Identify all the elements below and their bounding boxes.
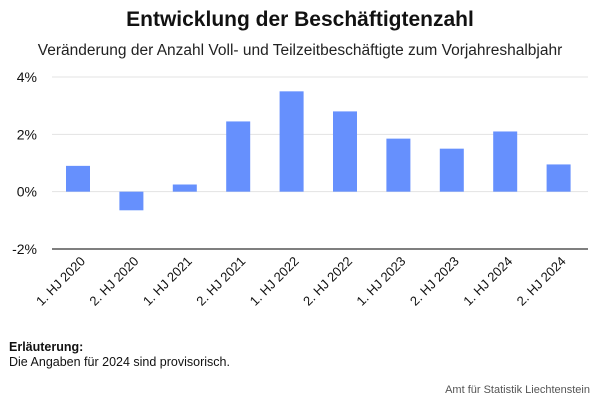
bar (493, 131, 518, 192)
x-tick-label: 2. HJ 2022 (300, 254, 355, 309)
y-tick-label: -2% (12, 241, 37, 257)
bar (279, 91, 304, 192)
bar (172, 184, 197, 192)
x-tick-label: 1. HJ 2024 (460, 254, 515, 309)
x-tick-label: 2. HJ 2024 (514, 254, 569, 309)
source-label: Amt für Statistik Liechtenstein (445, 384, 590, 396)
bar (226, 121, 251, 192)
y-tick-label: 0% (17, 184, 37, 200)
x-tick-label: 2. HJ 2020 (86, 254, 141, 309)
bar (386, 138, 411, 192)
bar (119, 191, 144, 211)
chart-subtitle: Veränderung der Anzahl Voll- und Teilzei… (37, 42, 563, 59)
x-tick-label: 2. HJ 2023 (407, 254, 462, 309)
note-heading: Erläuterung: (9, 340, 84, 354)
x-tick-label: 2. HJ 2021 (193, 254, 248, 309)
x-tick-label: 1. HJ 2021 (140, 254, 195, 309)
chart-title: Entwicklung der Beschäftigtenzahl (126, 8, 474, 31)
note-text: Die Angaben für 2024 sind provisorisch. (9, 355, 230, 369)
y-tick-label: 2% (17, 126, 37, 142)
bar (546, 164, 571, 192)
x-tick-label: 1. HJ 2022 (247, 254, 302, 309)
bar (439, 148, 464, 192)
bar (66, 165, 90, 192)
bar (333, 111, 357, 192)
y-tick-label: 4% (17, 69, 37, 85)
bars (66, 91, 571, 211)
x-tick-label: 1. HJ 2023 (353, 254, 408, 309)
x-tick-label: 1. HJ 2020 (33, 254, 88, 309)
y-tick-labels: 4% 2% 0% -2% (12, 69, 37, 257)
